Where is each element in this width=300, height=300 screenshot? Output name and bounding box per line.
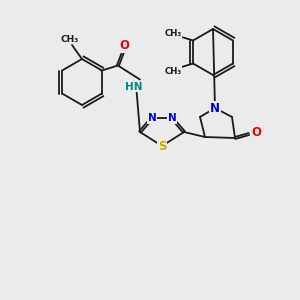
Text: HN: HN <box>125 82 143 92</box>
Text: CH₃: CH₃ <box>164 29 182 38</box>
Text: CH₃: CH₃ <box>164 67 182 76</box>
Text: O: O <box>251 125 261 139</box>
Text: S: S <box>158 140 166 152</box>
Text: N: N <box>168 113 176 123</box>
Text: N: N <box>210 101 220 115</box>
Text: CH₃: CH₃ <box>61 34 79 43</box>
Text: O: O <box>119 39 129 52</box>
Text: N: N <box>148 113 156 123</box>
